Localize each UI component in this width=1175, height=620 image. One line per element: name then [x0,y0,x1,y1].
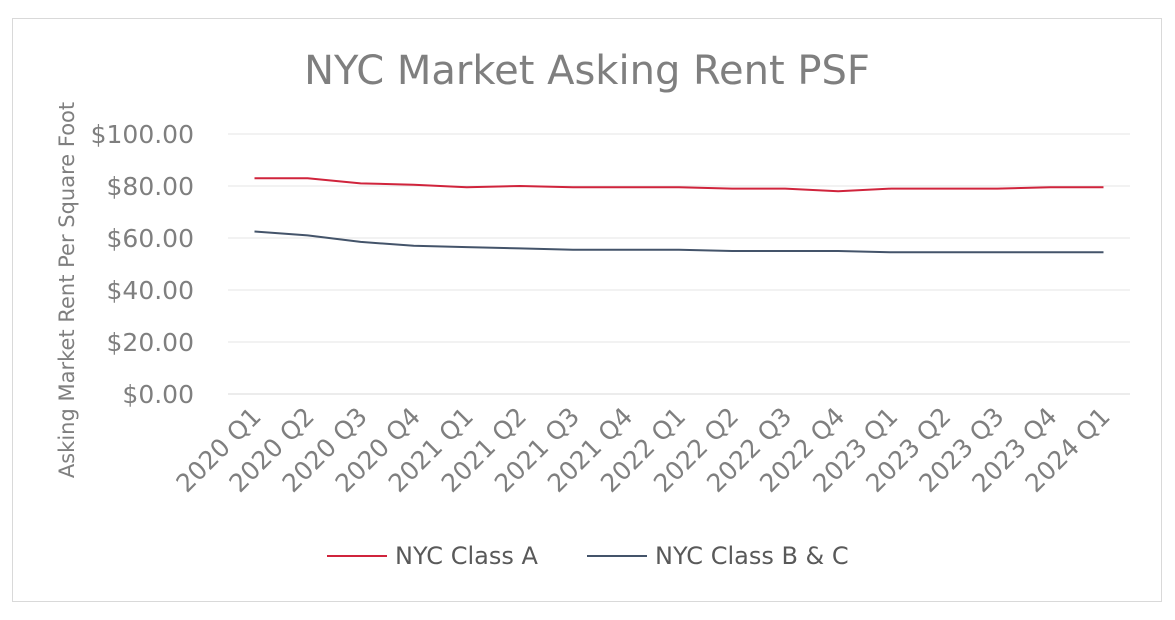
chart-frame [12,18,1162,602]
series-line [254,177,1104,193]
y-tick-label: $0.00 [122,380,194,409]
y-tick-label: $80.00 [107,172,194,201]
y-tick-label: $60.00 [107,224,194,253]
y-tick-labels: $0.00 $20.00 $40.00 $60.00 $80.00 $100.00 [91,120,194,409]
y-tick-label: $20.00 [107,328,194,357]
y-tick-label: $40.00 [107,276,194,305]
series-lines [254,177,1104,254]
chart-title: NYC Market Asking Rent PSF [304,48,870,94]
gridlines [228,133,1130,395]
legend-label: NYC Class A [395,542,538,570]
legend-label: NYC Class B & C [655,542,849,570]
y-tick-label: $100.00 [91,120,194,149]
y-axis-label: Asking Market Rent Per Square Foot [55,102,79,478]
legend: NYC Class A NYC Class B & C [327,542,849,570]
series-line [254,230,1104,254]
